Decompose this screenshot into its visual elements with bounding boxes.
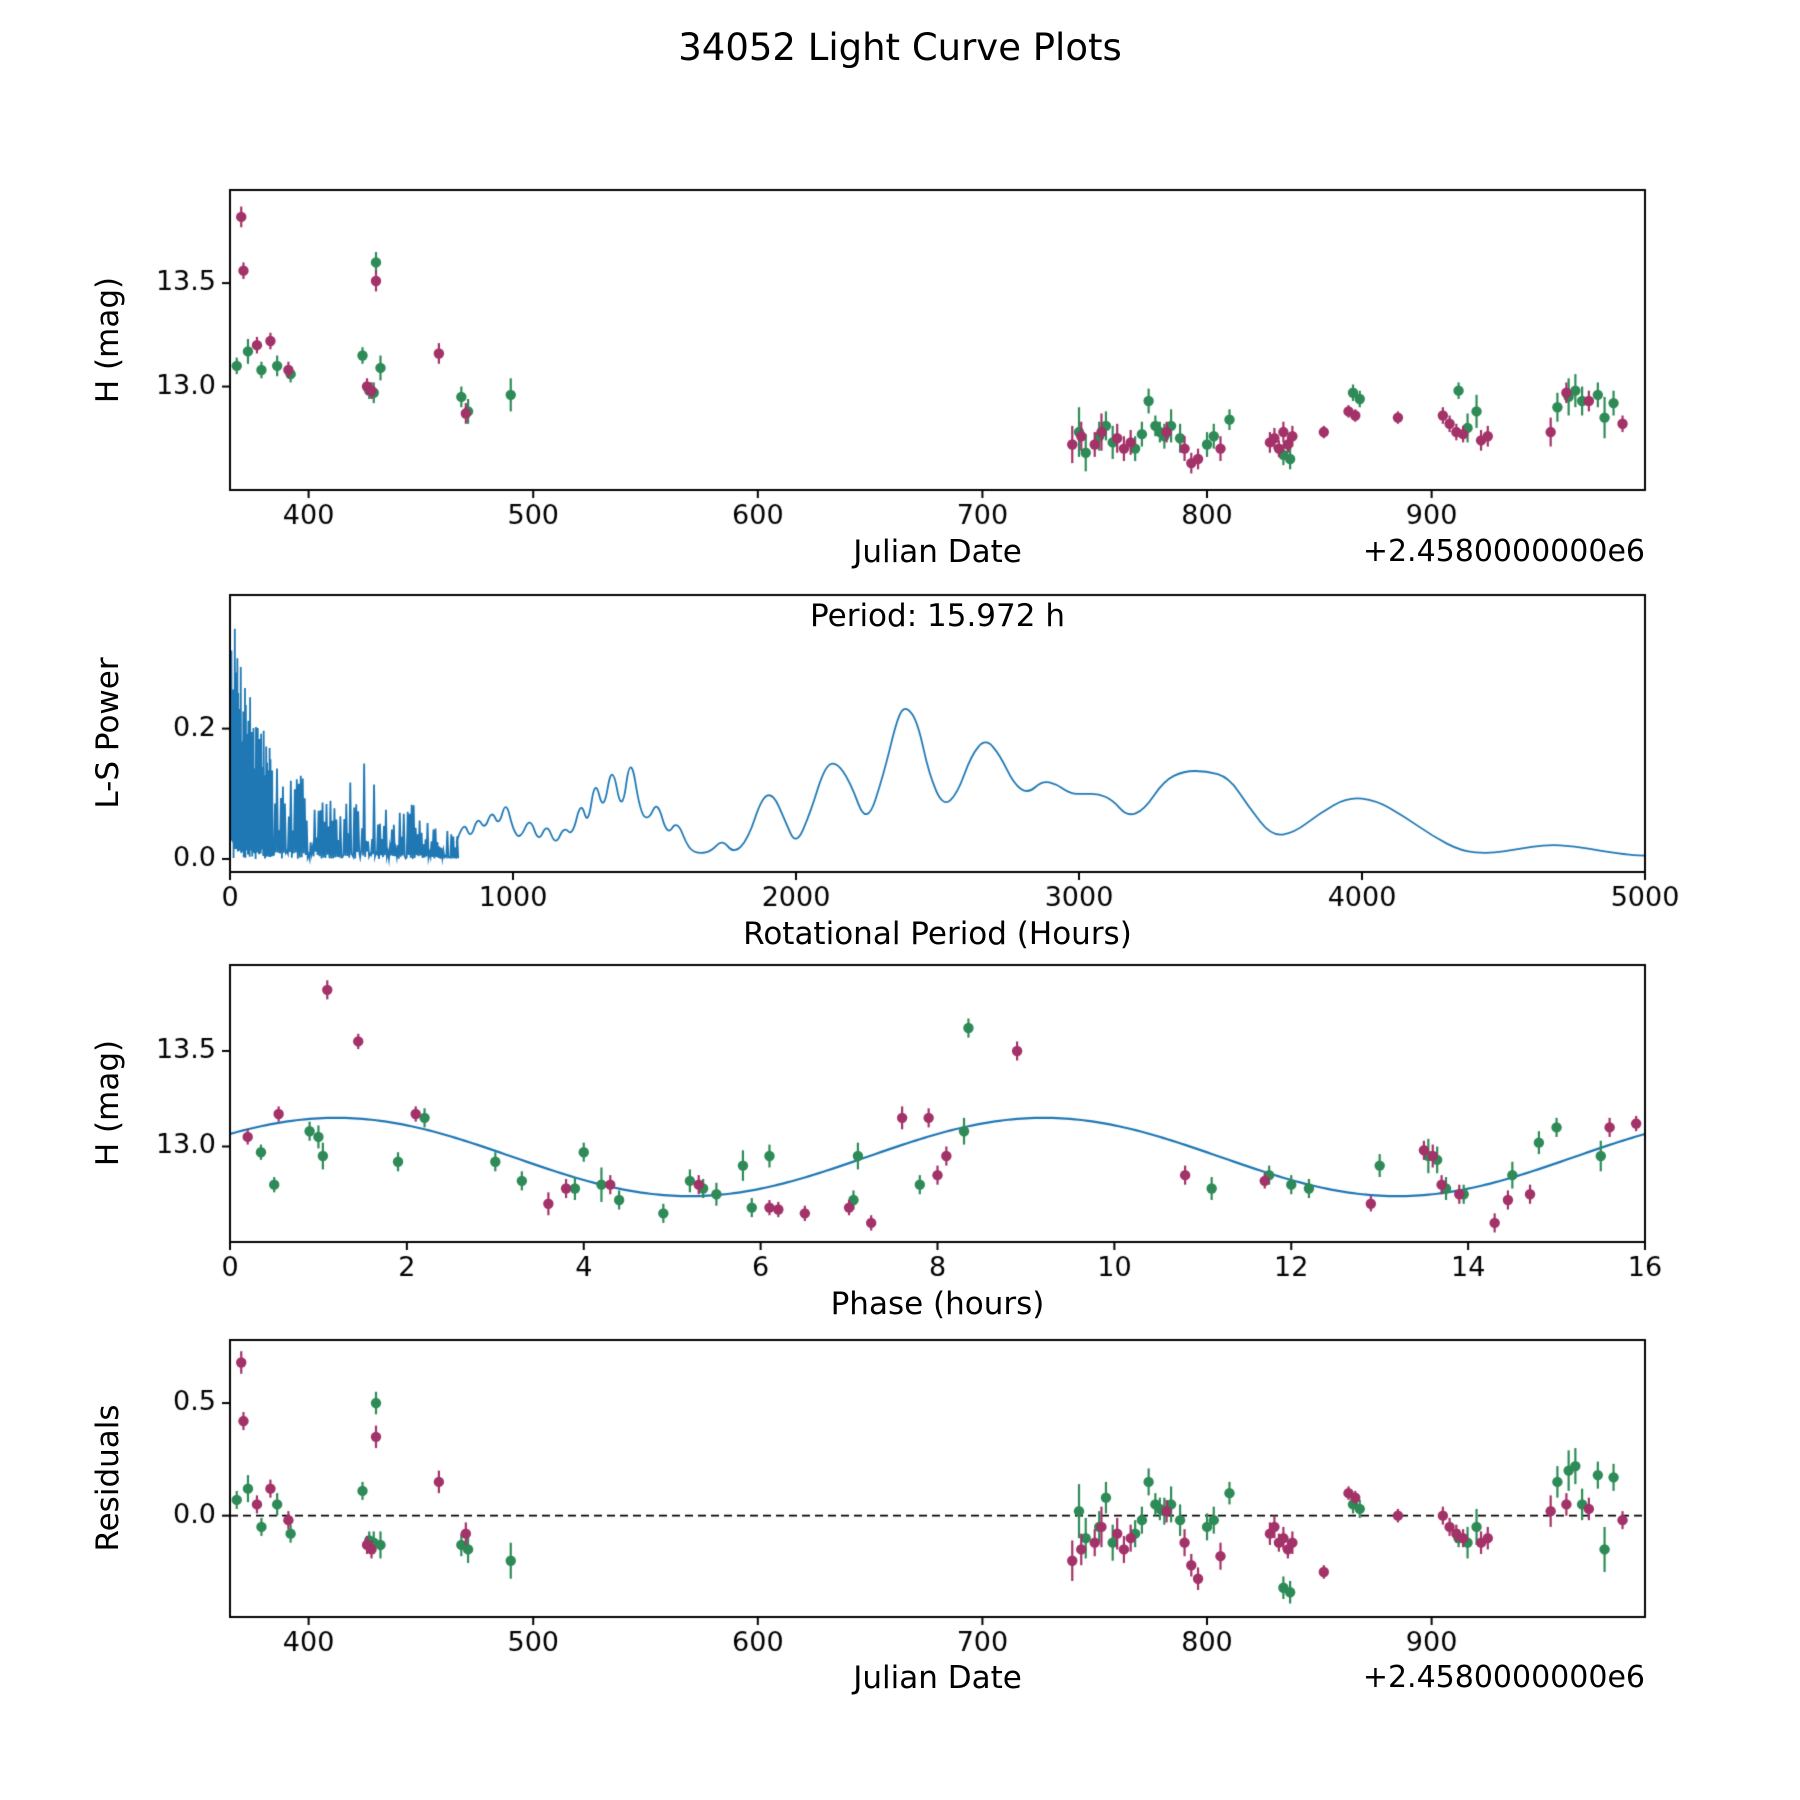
figure-title: 34052 Light Curve Plots <box>678 26 1122 69</box>
periodogram-yaxis-label: L-S Power <box>90 657 126 809</box>
lightcurve-canvas <box>0 120 1800 560</box>
residuals-offset-text: +2.4580000000e6 <box>1362 1660 1645 1695</box>
phase-yaxis-label: H (mag) <box>90 1039 126 1167</box>
period-annotation: Period: 15.972 h <box>810 598 1065 634</box>
phase-xaxis-label: Phase (hours) <box>830 1286 1045 1322</box>
periodogram-xaxis-label: Rotational Period (Hours) <box>743 916 1132 952</box>
phase-canvas <box>0 930 1800 1305</box>
lightcurve-yaxis-label: H (mag) <box>90 276 126 404</box>
lightcurve-offset-text: +2.4580000000e6 <box>1362 534 1645 569</box>
residuals-yaxis-label: Residuals <box>90 1404 126 1552</box>
lightcurve-xaxis-label: Julian Date <box>853 534 1022 570</box>
residuals-xaxis-label: Julian Date <box>853 1660 1022 1696</box>
residuals-canvas <box>0 1305 1800 1740</box>
periodogram-canvas <box>0 560 1800 930</box>
